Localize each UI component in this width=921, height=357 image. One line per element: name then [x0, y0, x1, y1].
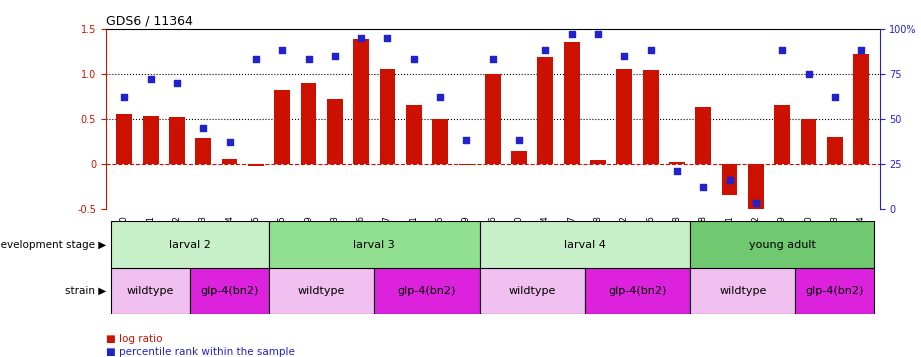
Point: [301, 56, 316, 62]
Point: [222, 139, 237, 145]
Bar: [690, 268, 796, 314]
Bar: [116, 114, 133, 164]
Point: [801, 71, 816, 76]
Bar: [111, 221, 269, 268]
Bar: [511, 151, 527, 164]
Text: larval 4: larval 4: [564, 240, 606, 250]
Bar: [459, 164, 474, 165]
Point: [117, 94, 132, 100]
Bar: [406, 105, 422, 164]
Bar: [800, 119, 816, 164]
Bar: [274, 90, 290, 164]
Point: [749, 201, 764, 206]
Text: wildtype: wildtype: [298, 286, 345, 296]
Bar: [695, 107, 711, 164]
Text: wildtype: wildtype: [508, 286, 556, 296]
Bar: [190, 268, 269, 314]
Bar: [195, 138, 211, 164]
Point: [328, 53, 343, 59]
Point: [144, 76, 158, 82]
Bar: [590, 160, 606, 164]
Text: larval 2: larval 2: [169, 240, 211, 250]
Point: [538, 47, 553, 53]
Point: [485, 56, 500, 62]
Bar: [722, 164, 738, 195]
Point: [406, 56, 421, 62]
Text: glp-4(bn2): glp-4(bn2): [806, 286, 864, 296]
Bar: [564, 42, 579, 164]
Bar: [643, 70, 659, 164]
Point: [512, 137, 527, 143]
Bar: [538, 57, 554, 164]
Text: glp-4(bn2): glp-4(bn2): [201, 286, 259, 296]
Bar: [480, 268, 585, 314]
Point: [827, 94, 842, 100]
Text: strain ▶: strain ▶: [65, 286, 107, 296]
Bar: [484, 74, 501, 164]
Bar: [796, 268, 874, 314]
Bar: [222, 159, 238, 164]
Bar: [248, 164, 263, 166]
Point: [670, 168, 684, 174]
Point: [459, 137, 473, 143]
Bar: [748, 164, 764, 213]
Bar: [775, 105, 790, 164]
Text: ■ percentile rank within the sample: ■ percentile rank within the sample: [106, 347, 295, 357]
Point: [380, 35, 395, 40]
Text: ■ log ratio: ■ log ratio: [106, 334, 162, 344]
Text: larval 3: larval 3: [354, 240, 395, 250]
Bar: [432, 119, 448, 164]
Bar: [269, 221, 480, 268]
Point: [775, 47, 789, 53]
Bar: [853, 54, 869, 164]
Point: [854, 47, 869, 53]
Point: [617, 53, 632, 59]
Bar: [669, 162, 685, 164]
Bar: [379, 69, 395, 164]
Bar: [111, 268, 190, 314]
Bar: [354, 39, 369, 164]
Point: [696, 184, 711, 190]
Bar: [300, 82, 317, 164]
Text: wildtype: wildtype: [127, 286, 174, 296]
Point: [196, 125, 211, 131]
Bar: [480, 221, 690, 268]
Point: [274, 47, 289, 53]
Text: GDS6 / 11364: GDS6 / 11364: [106, 14, 192, 27]
Bar: [327, 99, 343, 164]
Text: glp-4(bn2): glp-4(bn2): [608, 286, 667, 296]
Point: [169, 80, 184, 85]
Bar: [616, 69, 632, 164]
Bar: [585, 268, 690, 314]
Point: [249, 56, 263, 62]
Point: [643, 47, 658, 53]
Point: [354, 35, 368, 40]
Point: [722, 177, 737, 183]
Point: [433, 94, 448, 100]
Bar: [827, 137, 843, 164]
Point: [565, 31, 579, 37]
Bar: [690, 221, 874, 268]
Text: wildtype: wildtype: [719, 286, 766, 296]
Point: [590, 31, 605, 37]
Text: glp-4(bn2): glp-4(bn2): [398, 286, 456, 296]
Bar: [269, 268, 374, 314]
Bar: [374, 268, 480, 314]
Bar: [169, 117, 185, 164]
Text: development stage ▶: development stage ▶: [0, 240, 107, 250]
Text: young adult: young adult: [749, 240, 816, 250]
Bar: [143, 116, 158, 164]
